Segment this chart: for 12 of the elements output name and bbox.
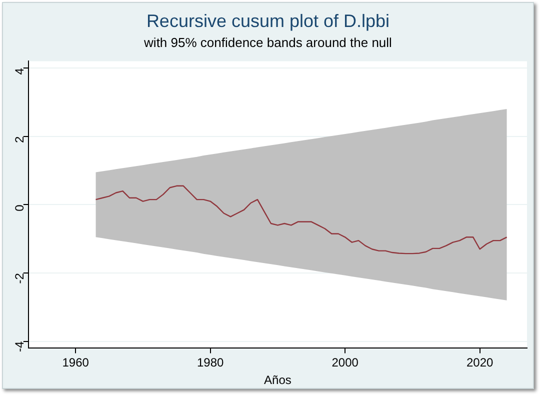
y-tick-label: 2 (12, 136, 27, 144)
x-tick-label: 2000 (332, 356, 359, 370)
y-tick-label: 4 (12, 68, 27, 75)
chart-title: Recursive cusum plot of D.lpbi (145, 11, 391, 32)
x-tick-label: 1980 (196, 356, 224, 370)
x-tick-label: 1960 (62, 356, 90, 370)
y-tick-label: -4 (12, 341, 27, 352)
y-tick-label: 0 (12, 204, 27, 212)
x-tick-label: 2020 (466, 356, 494, 370)
chart-subtitle: with 95% confidence bands around the null (143, 35, 393, 50)
x-axis-title: Años (264, 373, 292, 388)
y-tick-label: -2 (12, 272, 27, 284)
